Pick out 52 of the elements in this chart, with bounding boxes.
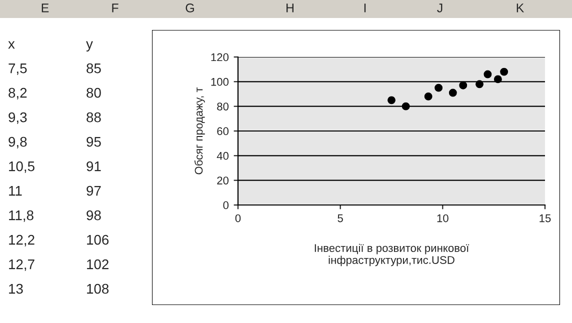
- y-tick-label: 80: [217, 102, 229, 110]
- point: [459, 81, 468, 90]
- text: F: [112, 4, 118, 12]
- point: [388, 96, 396, 104]
- text: 10,5: [9, 161, 34, 173]
- y-tick-label: 120: [211, 53, 229, 62]
- y-axis-title: Обсяг продажу, т: [194, 87, 205, 174]
- y-tick-label: 100: [211, 78, 229, 86]
- text: 108: [87, 284, 109, 294]
- x-tick-label: 15: [540, 214, 551, 222]
- text: 91: [86, 161, 101, 172]
- point: [402, 102, 410, 110]
- text: 9,3: [8, 112, 27, 124]
- y-tick-label: 20: [217, 176, 229, 184]
- y-tick-label: 60: [217, 127, 229, 136]
- text: 12,2: [9, 234, 34, 246]
- y-tick-label: 0: [223, 201, 229, 210]
- text: 88: [86, 112, 101, 122]
- text: K: [516, 4, 524, 12]
- text: 11: [9, 186, 22, 196]
- text: I: [364, 4, 366, 12]
- text: 98: [86, 210, 101, 220]
- x-tick-label: 10: [437, 214, 448, 222]
- point: [494, 75, 502, 84]
- text: G: [186, 4, 194, 12]
- x-tick-label: 5: [338, 214, 343, 222]
- text: E: [42, 4, 49, 12]
- text: x: [8, 41, 15, 49]
- text: 80: [86, 88, 101, 98]
- text: 13: [9, 284, 23, 294]
- text: y: [86, 41, 93, 52]
- text: 102: [87, 259, 108, 270]
- x-tick-label: 0: [235, 214, 241, 222]
- point: [448, 88, 457, 97]
- point: [476, 80, 484, 88]
- text: 12,7: [9, 259, 34, 271]
- text: 95: [86, 136, 101, 147]
- text: J: [437, 4, 442, 12]
- text: 9,8: [8, 136, 27, 148]
- y-tick-label: 40: [216, 152, 229, 160]
- point: [424, 92, 432, 100]
- point: [500, 68, 508, 76]
- text: H: [286, 4, 294, 12]
- point: [434, 84, 443, 92]
- text: 11,8: [9, 210, 34, 222]
- text: 97: [86, 186, 101, 196]
- point: [484, 70, 492, 78]
- text: 8,2: [8, 88, 27, 100]
- x-axis-title: Інвестиції в розвиток ринкової інфраструктури,тис.USD: [314, 244, 470, 266]
- text: 7,5: [8, 64, 27, 75]
- text: 106: [87, 234, 109, 245]
- text: 85: [86, 63, 101, 74]
